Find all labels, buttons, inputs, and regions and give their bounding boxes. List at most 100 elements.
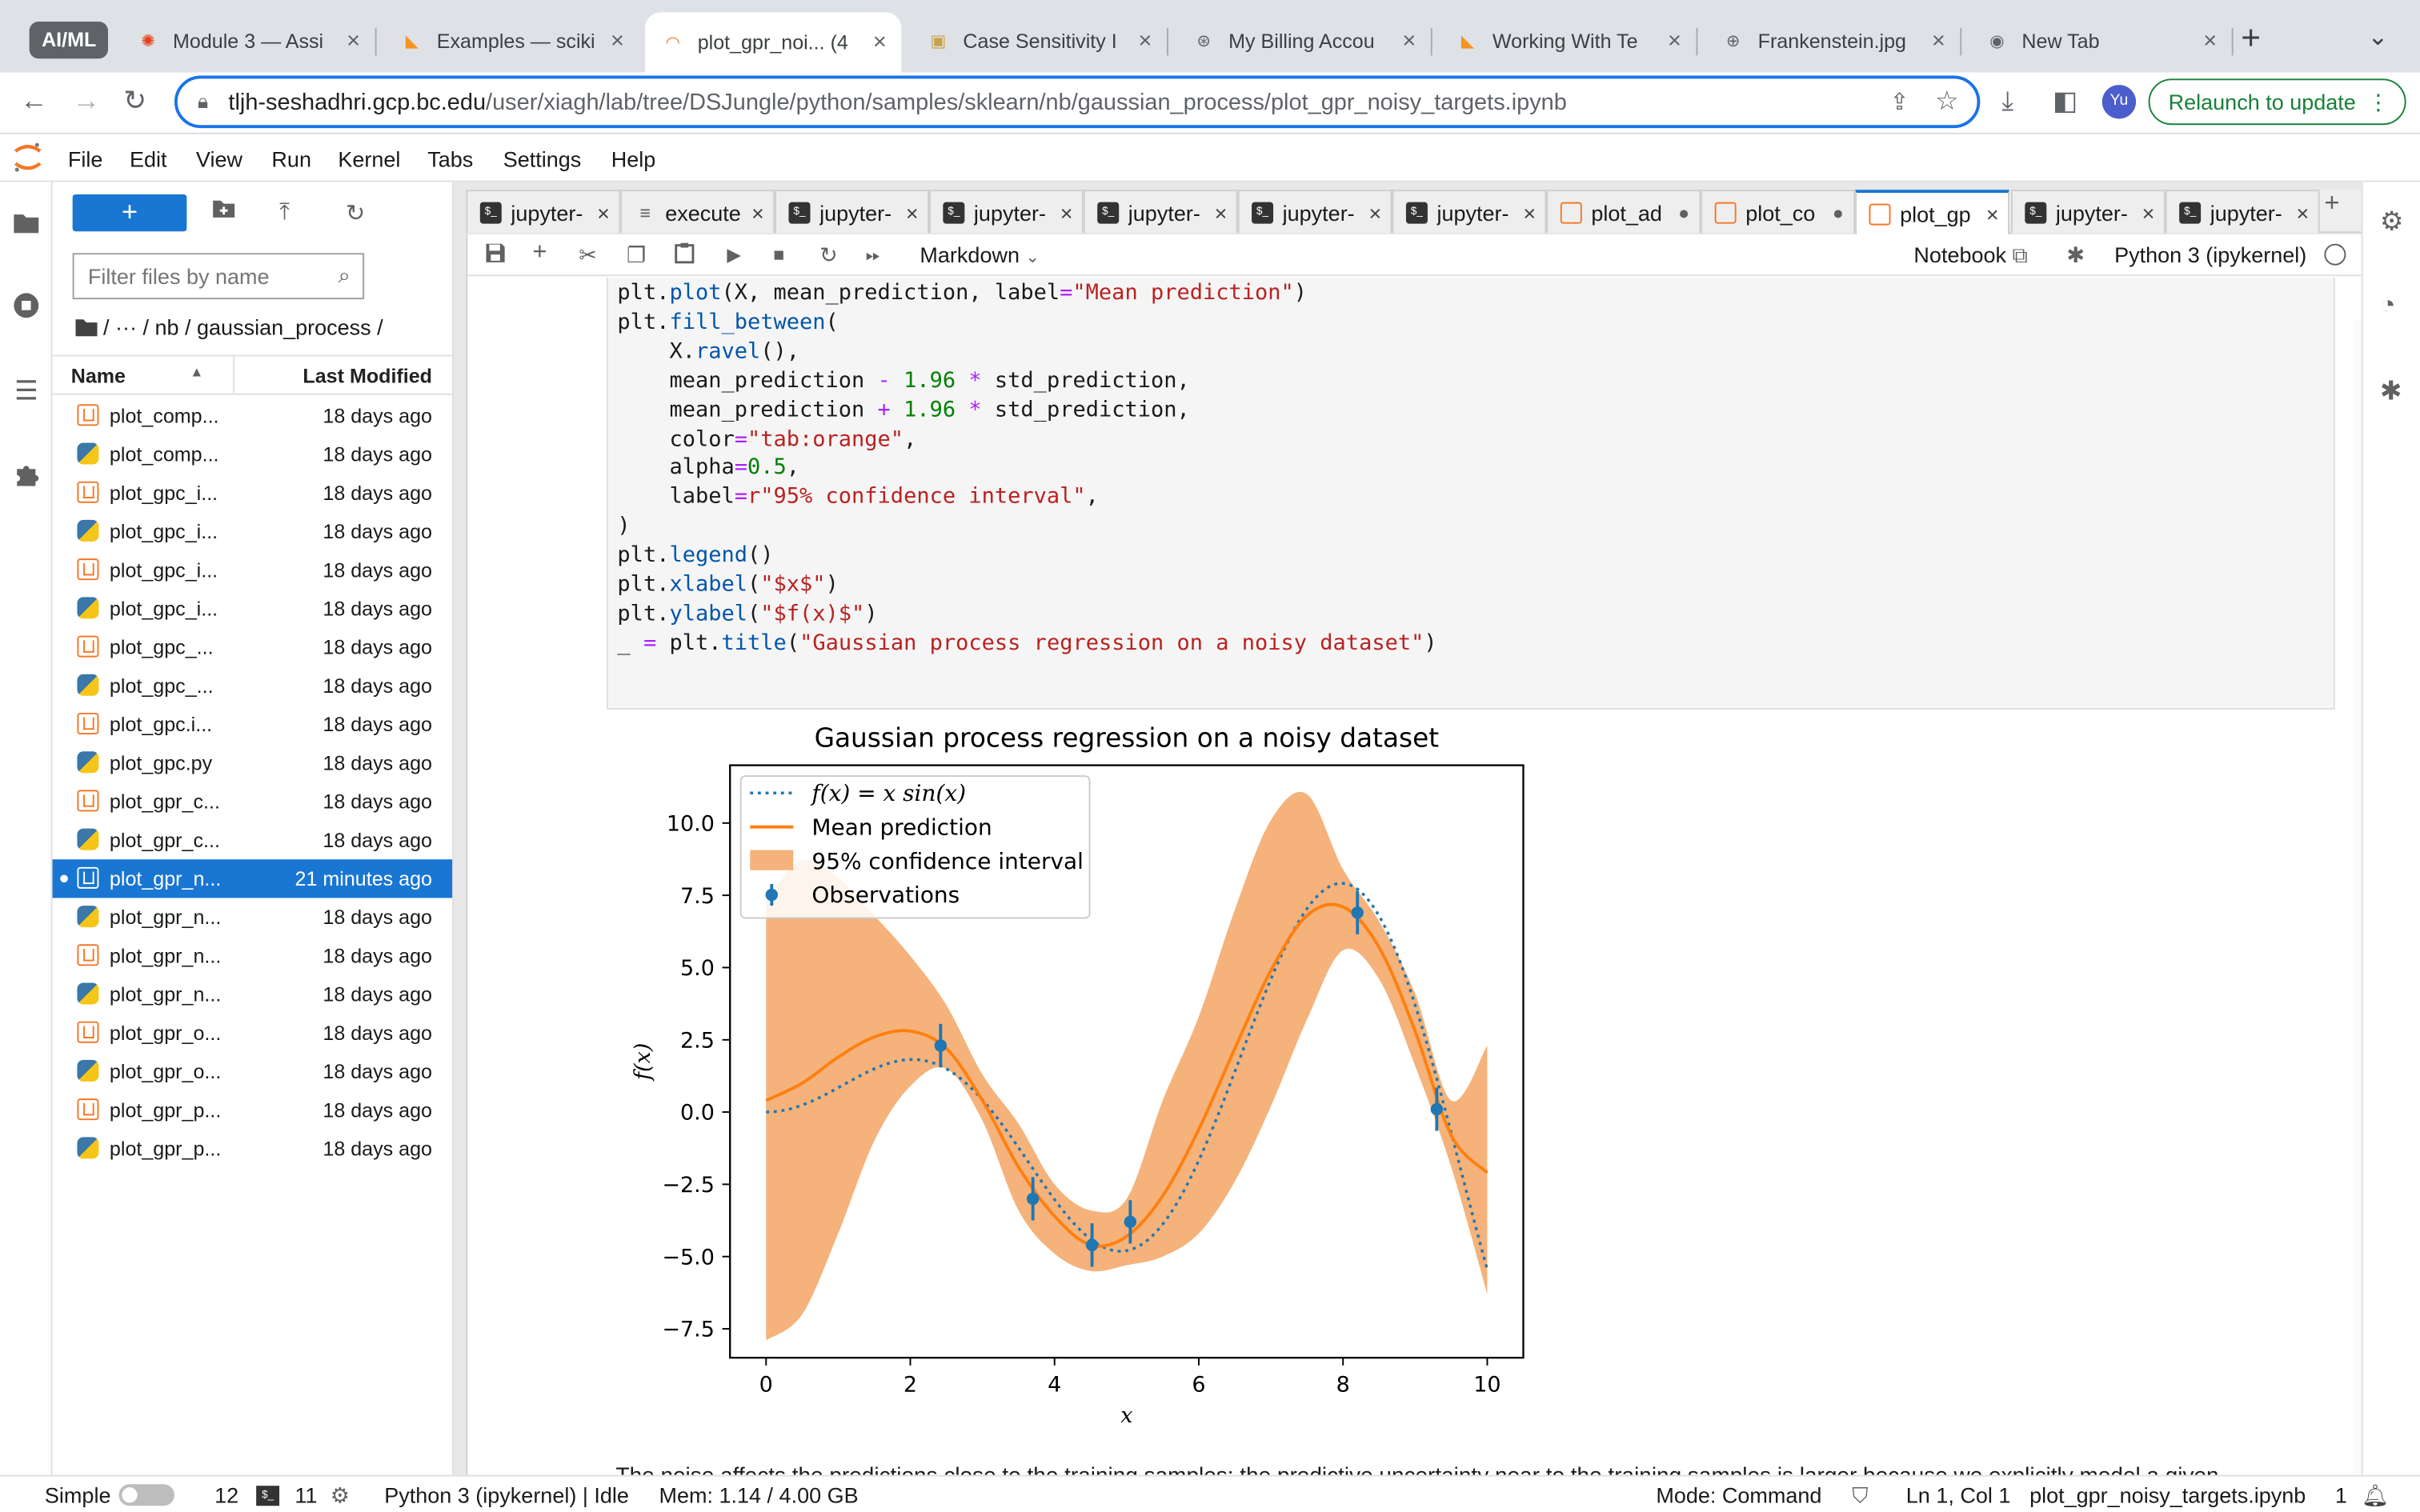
property-inspector-gears-icon[interactable]: ⚙ bbox=[2379, 206, 2404, 237]
close-icon[interactable]: × bbox=[597, 199, 610, 225]
back-icon[interactable]: ← bbox=[20, 85, 48, 116]
add-tab-icon[interactable]: + bbox=[2324, 188, 2340, 218]
menu-run[interactable]: Run bbox=[271, 146, 311, 172]
close-icon[interactable]: × bbox=[1668, 26, 1681, 54]
close-icon[interactable]: × bbox=[1402, 26, 1416, 54]
browser-tab[interactable]: ✺ Module 3 — Assi × bbox=[120, 12, 377, 67]
menu-edit[interactable]: Edit bbox=[129, 146, 167, 172]
breadcrumb[interactable]: / ··· / nb / gaussian_process / bbox=[75, 314, 383, 339]
running-sessions-icon[interactable] bbox=[10, 290, 42, 322]
simple-mode-toggle[interactable] bbox=[118, 1484, 174, 1506]
unsaved-dot-icon[interactable]: ● bbox=[1832, 201, 1844, 223]
paste-icon[interactable] bbox=[675, 242, 695, 269]
terminals-count[interactable]: 12 bbox=[214, 1482, 239, 1508]
close-icon[interactable]: × bbox=[905, 199, 919, 225]
new-folder-icon[interactable] bbox=[211, 199, 236, 226]
close-icon[interactable]: × bbox=[1523, 199, 1537, 225]
new-tab-button[interactable]: + bbox=[2241, 18, 2262, 58]
command-mode[interactable]: Mode: Command bbox=[1656, 1482, 1822, 1508]
table-of-contents-icon[interactable]: ☰ bbox=[14, 376, 38, 406]
kernel-status-text[interactable]: Python 3 (ipykernel) | Idle bbox=[384, 1482, 629, 1508]
menu-kernel[interactable]: Kernel bbox=[338, 146, 401, 172]
browser-tab[interactable]: ◣ Working With Te × bbox=[1440, 12, 1698, 67]
close-icon[interactable]: × bbox=[1060, 199, 1073, 225]
file-row[interactable]: plot_gpr_c... 18 days ago bbox=[53, 821, 452, 859]
menu-file[interactable]: File bbox=[67, 146, 103, 172]
browser-tab[interactable]: ◠ plot_gpr_noi... (4 × bbox=[645, 12, 902, 73]
reload-icon[interactable]: ↻ bbox=[123, 85, 147, 116]
tab-search-chevron-icon[interactable]: ⌄ bbox=[2367, 24, 2389, 51]
kernel-selector[interactable]: Python 3 (ipykernel) bbox=[2114, 242, 2307, 267]
folder-icon[interactable] bbox=[10, 206, 42, 238]
browser-tab[interactable]: ⊛ My Billing Accou × bbox=[1176, 12, 1432, 67]
close-icon[interactable]: × bbox=[2142, 199, 2155, 225]
file-row[interactable]: plot_gpc_... 18 days ago bbox=[53, 628, 452, 666]
document-tab[interactable]: $_ jupyter- × bbox=[466, 190, 621, 234]
file-row[interactable]: plot_comp... 18 days ago bbox=[53, 435, 452, 474]
close-icon[interactable]: × bbox=[1368, 199, 1382, 225]
menu-help[interactable]: Help bbox=[611, 146, 656, 172]
file-row[interactable]: plot_gpr_o... 18 days ago bbox=[53, 1014, 452, 1052]
document-tab[interactable]: plot_co ● bbox=[1701, 190, 1856, 234]
menu-view[interactable]: View bbox=[195, 146, 242, 172]
file-row[interactable]: plot_gpc_i... 18 days ago bbox=[53, 512, 452, 550]
open-notebook-view-button[interactable]: Notebook ⧉ bbox=[1913, 242, 2028, 267]
debugger-bug-icon[interactable]: ✱ bbox=[2066, 242, 2085, 267]
file-row[interactable]: plot_gpr_o... 18 days ago bbox=[53, 1052, 452, 1090]
sort-caret-icon[interactable]: ▲ bbox=[190, 364, 204, 380]
save-icon[interactable] bbox=[485, 242, 507, 269]
document-tab[interactable]: $_ jupyter- × bbox=[1237, 190, 1392, 234]
browser-tab[interactable]: ▣ Case Sensitivity I × bbox=[911, 12, 1168, 67]
url-text[interactable]: tljh-seshadhri.gcp.bc.edu/user/xiagh/lab… bbox=[228, 89, 1567, 116]
file-row[interactable]: plot_gpc_... 18 days ago bbox=[53, 666, 452, 705]
file-row[interactable]: plot_gpr_p... 18 days ago bbox=[53, 1090, 452, 1129]
document-tab[interactable]: plot_ad ● bbox=[1546, 190, 1701, 234]
upload-icon[interactable]: ⤒ bbox=[279, 198, 290, 226]
notebook-scrollbar[interactable] bbox=[2354, 321, 2363, 1475]
browser-tab[interactable]: ◉ New Tab × bbox=[1969, 12, 2234, 67]
insert-cell-icon[interactable]: + bbox=[532, 238, 547, 266]
relaunch-button[interactable]: Relaunch to update ⋮ bbox=[2148, 78, 2406, 126]
notification-bell-icon[interactable]: 🔔︎ bbox=[2361, 1482, 2390, 1508]
close-icon[interactable]: × bbox=[347, 26, 361, 54]
kernels-count[interactable]: 11 bbox=[294, 1482, 318, 1508]
trusted-shield-icon[interactable]: ⛉ bbox=[1852, 1482, 1869, 1508]
notification-count[interactable]: 1 bbox=[2334, 1482, 2347, 1508]
file-row[interactable]: plot_gpc_i... 18 days ago bbox=[53, 550, 452, 589]
document-tab[interactable]: $_ jupyter- × bbox=[2165, 190, 2320, 234]
file-row[interactable]: plot_gpc_i... 18 days ago bbox=[53, 474, 452, 512]
cut-icon[interactable]: ✂ bbox=[579, 242, 597, 267]
extension-puzzle-icon[interactable] bbox=[10, 460, 42, 491]
browser-tab[interactable]: ⊕ Frankenstein.jpg × bbox=[1705, 12, 1962, 67]
close-icon[interactable]: × bbox=[1214, 199, 1228, 225]
menu-tabs[interactable]: Tabs bbox=[427, 146, 474, 172]
column-name[interactable]: Name bbox=[70, 364, 126, 388]
close-icon[interactable]: × bbox=[1985, 201, 1999, 226]
close-icon[interactable]: × bbox=[751, 199, 764, 225]
bookmark-star-icon[interactable]: ☆ bbox=[1934, 86, 1959, 116]
document-tab[interactable]: $_ jupyter- × bbox=[928, 190, 1084, 234]
run-icon[interactable]: ▶ bbox=[727, 243, 742, 266]
close-icon[interactable]: × bbox=[872, 29, 887, 56]
cell-type-dropdown[interactable]: Markdown ⌄ bbox=[920, 242, 1040, 267]
file-row[interactable]: plot_gpr_c... 18 days ago bbox=[53, 782, 452, 821]
avatar[interactable]: Yu bbox=[2101, 85, 2137, 119]
more-icon[interactable]: ⋮ bbox=[2367, 89, 2390, 114]
file-row[interactable]: plot_gpr_n... 18 days ago bbox=[53, 898, 452, 936]
share-icon[interactable]: ⇪ bbox=[1889, 89, 1909, 116]
filter-files-input[interactable]: Filter files by name ⌕ bbox=[72, 253, 365, 300]
unsaved-dot-icon[interactable]: ● bbox=[1678, 201, 1690, 223]
code-cell[interactable]: plt.plot(X, mean_prediction, label="Mean… bbox=[606, 278, 2335, 710]
menu-settings[interactable]: Settings bbox=[503, 146, 582, 172]
file-row[interactable]: plot_gpr_n... 18 days ago bbox=[53, 975, 452, 1014]
forward-icon[interactable]: → bbox=[72, 85, 101, 116]
terminal-icon[interactable]: $_ bbox=[256, 1486, 280, 1506]
file-row[interactable]: plot_gpc.i... 18 days ago bbox=[53, 705, 452, 743]
close-icon[interactable]: × bbox=[610, 26, 624, 54]
close-icon[interactable]: × bbox=[1931, 26, 1945, 54]
browser-tab[interactable]: ◣ Examples — sciki × bbox=[384, 12, 639, 67]
column-last-modified[interactable]: Last Modified bbox=[302, 364, 432, 388]
new-launcher-button[interactable]: + bbox=[72, 194, 187, 232]
download-icon[interactable]: ⤓ bbox=[2001, 86, 2013, 116]
document-tab[interactable]: $_ jupyter- × bbox=[2010, 190, 2166, 234]
